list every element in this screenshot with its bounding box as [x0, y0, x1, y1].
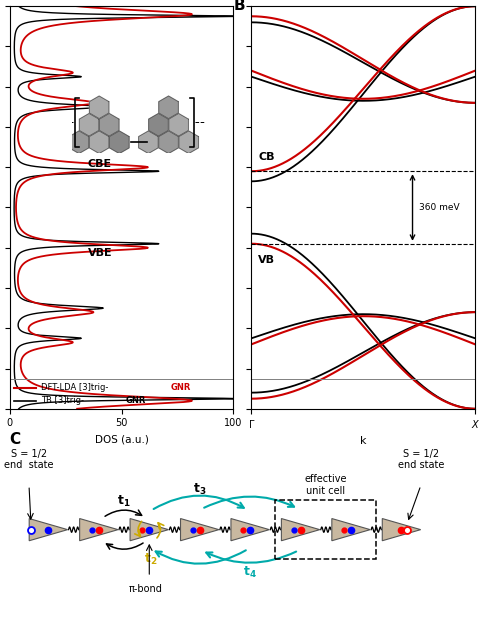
Text: S = 1/2
end state: S = 1/2 end state: [398, 449, 444, 470]
Polygon shape: [130, 519, 168, 541]
Text: C: C: [10, 432, 21, 447]
Text: VBE: VBE: [88, 248, 113, 258]
Text: $\mathbf{t_3}$: $\mathbf{t_3}$: [193, 482, 206, 497]
Text: S = 1/2
end  state: S = 1/2 end state: [4, 449, 54, 470]
Polygon shape: [332, 519, 370, 541]
Text: $\mathbf{t_2}$: $\mathbf{t_2}$: [144, 552, 158, 567]
Text: π-bond: π-bond: [129, 584, 162, 594]
Bar: [276, 500, 376, 559]
Polygon shape: [29, 519, 68, 541]
Polygon shape: [80, 519, 118, 541]
Polygon shape: [180, 519, 219, 541]
X-axis label: k: k: [360, 436, 367, 446]
Text: B: B: [233, 0, 245, 13]
Text: $\mathbf{t_4}$: $\mathbf{t_4}$: [243, 565, 257, 580]
X-axis label: DOS (a.u.): DOS (a.u.): [95, 434, 148, 444]
Text: CB: CB: [258, 152, 275, 162]
Text: $\mathbf{t_1}$: $\mathbf{t_1}$: [117, 494, 131, 509]
Text: TB [3]trig-: TB [3]trig-: [41, 396, 84, 405]
Text: 360 meV: 360 meV: [419, 203, 460, 212]
Text: GNR: GNR: [126, 396, 146, 405]
Polygon shape: [281, 519, 320, 541]
Polygon shape: [231, 519, 269, 541]
Text: CBE: CBE: [88, 159, 112, 169]
Text: GNR: GNR: [171, 383, 191, 392]
Text: DFT-LDA [3]trig-: DFT-LDA [3]trig-: [41, 383, 108, 392]
Text: effective
unit cell: effective unit cell: [305, 474, 347, 496]
Text: VB: VB: [258, 255, 275, 265]
Polygon shape: [382, 519, 420, 541]
